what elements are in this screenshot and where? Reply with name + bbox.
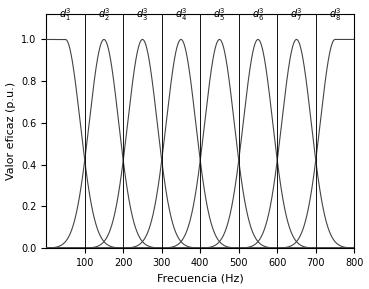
Y-axis label: Valor eficaz (p.u.): Valor eficaz (p.u.) xyxy=(6,82,15,180)
Text: $d_7^3$: $d_7^3$ xyxy=(290,6,303,23)
Text: $d_4^3$: $d_4^3$ xyxy=(175,6,187,23)
Text: $d_1^3$: $d_1^3$ xyxy=(59,6,72,23)
Text: $d_3^3$: $d_3^3$ xyxy=(136,6,149,23)
Text: $d_6^3$: $d_6^3$ xyxy=(252,6,264,23)
Text: $d_8^3$: $d_8^3$ xyxy=(329,6,341,23)
Text: $d_2^3$: $d_2^3$ xyxy=(98,6,110,23)
Text: $d_5^3$: $d_5^3$ xyxy=(213,6,226,23)
X-axis label: Frecuencia (Hz): Frecuencia (Hz) xyxy=(157,273,244,284)
